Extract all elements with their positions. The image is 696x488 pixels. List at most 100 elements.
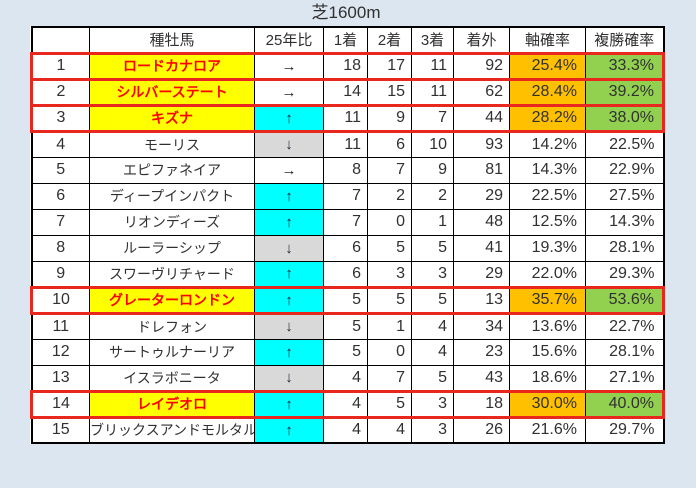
second-place-count: 5: [367, 285, 412, 315]
out-of-place-count: 41: [453, 234, 510, 262]
trend-up-icon: ↑: [254, 103, 324, 133]
third-place-count: 3: [411, 260, 454, 288]
table-row: 10 グレーターロンドン ↑ 5 5 5 13 35.7% 53.6%: [30, 285, 665, 315]
column-header: 軸確率: [509, 26, 586, 54]
place-probability: 28.1%: [585, 338, 664, 366]
out-of-place-count: 34: [453, 312, 510, 340]
trend-up-icon: ↑: [254, 182, 324, 210]
third-place-count: 3: [411, 416, 454, 444]
second-place-count: 1: [367, 312, 412, 340]
axis-probability: 19.3%: [509, 234, 586, 262]
place-probability: 28.1%: [585, 234, 664, 262]
sire-name: グレーターロンドン: [89, 285, 255, 315]
second-place-count: 5: [367, 234, 412, 262]
out-of-place-count: 48: [453, 208, 510, 236]
sire-name: ディープインパクト: [89, 182, 255, 210]
place-probability: 38.0%: [585, 103, 665, 133]
first-place-count: 8: [323, 156, 368, 184]
second-place-count: 9: [367, 103, 412, 133]
row-rank: 15: [31, 416, 90, 444]
first-place-count: 4: [323, 389, 368, 419]
trend-down-icon: ↓: [254, 364, 324, 392]
table-row: 12 サートゥルナーリア ↑ 5 0 4 23 15.6% 28.1%: [31, 338, 664, 366]
sire-name: イスラボニータ: [89, 364, 255, 392]
trend-up-icon: ↑: [254, 389, 324, 419]
table-row: 11 ドレフォン ↓ 5 1 4 34 13.6% 22.7%: [31, 312, 664, 340]
first-place-count: 4: [323, 416, 368, 444]
page-title: 芝1600m: [311, 3, 381, 22]
axis-probability: 15.6%: [509, 338, 586, 366]
second-place-count: 2: [367, 182, 412, 210]
sire-name: リオンディーズ: [89, 208, 255, 236]
trend-up-icon: ↑: [254, 338, 324, 366]
place-probability: 29.3%: [585, 260, 664, 288]
row-rank: 10: [30, 285, 90, 315]
axis-probability: 35.7%: [509, 285, 586, 315]
axis-probability: 25.4%: [509, 51, 586, 81]
header-row: 種牡馬 25年比 1着 2着 3着 着外 軸確率 複勝確率: [31, 26, 664, 54]
place-probability: 53.6%: [585, 285, 665, 315]
out-of-place-count: 29: [453, 182, 510, 210]
out-of-place-count: 44: [453, 103, 510, 133]
sire-name: エピファネイア: [89, 156, 255, 184]
axis-probability: 21.6%: [509, 416, 586, 444]
trend-down-icon: ↓: [254, 312, 324, 340]
third-place-count: 11: [411, 77, 454, 107]
sire-name: スワーヴリチャード: [89, 260, 255, 288]
place-probability: 22.5%: [585, 130, 664, 158]
first-place-count: 5: [323, 338, 368, 366]
axis-probability: 18.6%: [509, 364, 586, 392]
third-place-count: 3: [411, 389, 454, 419]
table-row: 3 キズナ ↑ 11 9 7 44 28.2% 38.0%: [30, 103, 665, 133]
table-row: 9 スワーヴリチャード ↑ 6 3 3 29 22.0% 29.3%: [31, 260, 664, 288]
table-row: 13 イスラボニータ ↓ 4 7 5 43 18.6% 27.1%: [31, 364, 664, 392]
axis-probability: 22.0%: [509, 260, 586, 288]
column-header: [31, 26, 90, 54]
column-header: 2着: [367, 26, 412, 54]
row-rank: 5: [31, 156, 90, 184]
table-row: 15 ブリックスアンドモルタル ↑ 4 4 3 26 21.6% 29.7%: [31, 416, 664, 444]
second-place-count: 5: [367, 389, 412, 419]
place-probability: 39.2%: [585, 77, 665, 107]
trend-flat-icon: →: [254, 77, 324, 107]
sire-name: ブリックスアンドモルタル: [89, 416, 255, 444]
first-place-count: 6: [323, 260, 368, 288]
axis-probability: 28.4%: [509, 77, 586, 107]
row-rank: 4: [31, 130, 90, 158]
table-row: 4 モーリス ↓ 11 6 10 93 14.2% 22.5%: [31, 130, 664, 158]
place-probability: 22.7%: [585, 312, 664, 340]
row-rank: 12: [31, 338, 90, 366]
page: 芝1600m 種牡馬 25年比 1着 2着 3着 着外 軸確率 複勝確率 1 ロードカナロア → 1…: [30, 3, 665, 444]
first-place-count: 5: [323, 312, 368, 340]
column-header: 1着: [323, 26, 368, 54]
out-of-place-count: 62: [453, 77, 510, 107]
row-rank: 2: [30, 77, 90, 107]
first-place-count: 5: [323, 285, 368, 315]
out-of-place-count: 81: [453, 156, 510, 184]
second-place-count: 6: [367, 130, 412, 158]
third-place-count: 1: [411, 208, 454, 236]
table-row: 1 ロードカナロア → 18 17 11 92 25.4% 33.3%: [30, 51, 665, 81]
table-row: 14 レイデオロ ↑ 4 5 3 18 30.0% 40.0%: [30, 389, 665, 419]
place-probability: 27.1%: [585, 364, 664, 392]
sire-name: シルバーステート: [89, 77, 255, 107]
row-rank: 9: [31, 260, 90, 288]
trend-down-icon: ↓: [254, 130, 324, 158]
trend-down-icon: ↓: [254, 234, 324, 262]
first-place-count: 18: [323, 51, 368, 81]
first-place-count: 7: [323, 182, 368, 210]
row-rank: 1: [30, 51, 90, 81]
third-place-count: 10: [411, 130, 454, 158]
sire-name: ロードカナロア: [89, 51, 255, 81]
trend-up-icon: ↑: [254, 208, 324, 236]
first-place-count: 6: [323, 234, 368, 262]
sire-stats-table: 種牡馬 25年比 1着 2着 3着 着外 軸確率 複勝確率 1 ロードカナロア → 18 17 11 92…: [30, 26, 665, 444]
second-place-count: 7: [367, 364, 412, 392]
row-rank: 8: [31, 234, 90, 262]
out-of-place-count: 92: [453, 51, 510, 81]
column-header: 3着: [411, 26, 454, 54]
second-place-count: 4: [367, 416, 412, 444]
trend-flat-icon: →: [254, 156, 324, 184]
place-probability: 27.5%: [585, 182, 664, 210]
axis-probability: 14.2%: [509, 130, 586, 158]
